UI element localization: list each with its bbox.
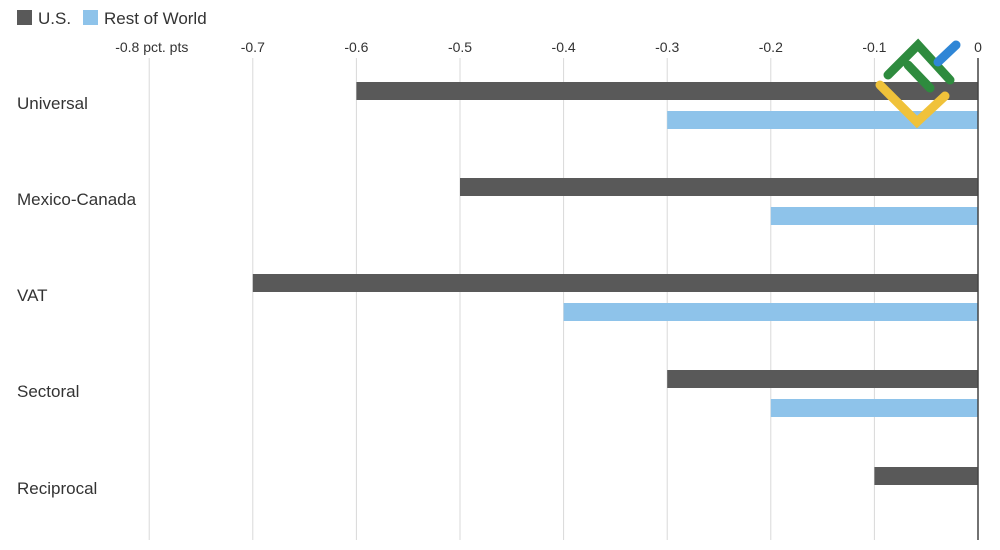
bar-us-sectoral <box>667 370 978 388</box>
x-tick-label: -0.7 <box>241 39 265 55</box>
logo-yellow-stroke <box>875 80 950 129</box>
legend-swatch-us <box>17 10 32 25</box>
bar-rest-of-world-vat <box>563 303 978 321</box>
category-label: Reciprocal <box>17 479 97 498</box>
bar-us-mexico-canada <box>460 178 978 196</box>
x-tick-label: 0 <box>974 39 982 55</box>
category-label: Sectoral <box>17 382 79 401</box>
x-tick-label: -0.6 <box>344 39 368 55</box>
x-tick-label: -0.3 <box>655 39 679 55</box>
category-label: Universal <box>17 94 88 113</box>
bar-us-reciprocal <box>874 467 978 485</box>
logo-green-stroke <box>883 38 955 93</box>
category-label: Mexico-Canada <box>17 190 137 209</box>
x-tick-label: -0.4 <box>552 39 576 55</box>
category-label: VAT <box>17 286 48 305</box>
stock-logo-icon <box>875 38 961 129</box>
x-axis-ticks: -0.8 pct. pts -0.7 -0.6 -0.5 -0.4 -0.3 -0.2 -0.… <box>115 39 982 55</box>
grid-lines <box>148 58 875 540</box>
bars <box>252 82 979 485</box>
bar-us-vat <box>252 274 979 292</box>
chart-legend: U.S. Rest of World <box>17 9 207 28</box>
bar-rest-of-world-sectoral <box>770 399 978 417</box>
legend-swatch-rest-of-world <box>83 10 98 25</box>
bar-rest-of-world-universal <box>667 111 978 129</box>
logo-blue-stroke <box>933 40 961 67</box>
x-tick-label: -0.8 pct. pts <box>115 39 188 55</box>
category-labels: Universal Mexico-Canada VAT Sectoral Recipro… <box>17 94 137 498</box>
x-tick-label: -0.2 <box>759 39 783 55</box>
x-tick-label: -0.1 <box>862 39 886 55</box>
legend-label-us: U.S. <box>38 9 71 28</box>
bar-us-universal <box>356 82 978 100</box>
legend-label-rest-of-world: Rest of World <box>104 9 207 28</box>
x-tick-label: -0.5 <box>448 39 472 55</box>
bar-rest-of-world-mexico-canada <box>770 207 978 225</box>
